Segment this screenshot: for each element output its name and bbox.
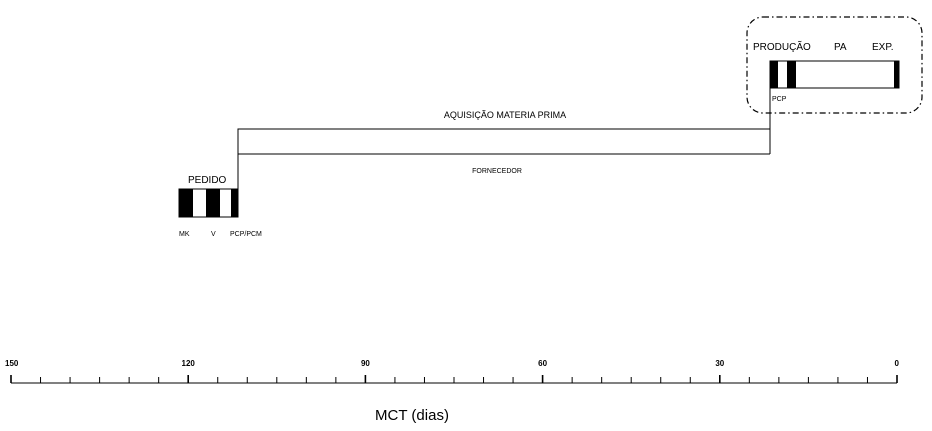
tick-label: 60 — [538, 359, 547, 368]
producao-label: PRODUÇÃO — [753, 40, 811, 53]
tick-label: 30 — [715, 359, 724, 368]
axis-title: MCT (dias) — [375, 407, 449, 424]
tick-label: 120 — [182, 359, 196, 368]
pcp-segment — [770, 61, 778, 88]
exp-label: EXP. — [872, 42, 894, 53]
mk-label: MK — [179, 231, 190, 238]
v-label: V — [211, 231, 216, 238]
fornecedor-label: FORNECEDOR — [472, 168, 522, 175]
production-group-boundary — [746, 16, 923, 114]
time-axis — [10, 375, 898, 384]
pa-label: PA — [834, 42, 847, 53]
pedido-block — [178, 188, 239, 218]
producao-segment — [787, 61, 796, 88]
tick-label: 90 — [361, 359, 370, 368]
pcp-label: PCP — [772, 96, 787, 103]
pcp-pcm-label: PCP/PCM — [230, 231, 262, 238]
aquisicao-top-line — [237, 88, 771, 189]
aquisicao-label: AQUISIÇÃO MATERIA PRIMA — [444, 110, 566, 120]
producao-block — [769, 60, 900, 89]
pedido-label: PEDIDO — [188, 175, 227, 186]
exp-segment — [894, 61, 899, 88]
pcp-pcm-segment — [231, 189, 238, 217]
mk-segment — [179, 189, 193, 217]
tick-label: 0 — [895, 359, 900, 368]
v-segment — [206, 189, 220, 217]
tick-label: 150 — [5, 359, 19, 368]
